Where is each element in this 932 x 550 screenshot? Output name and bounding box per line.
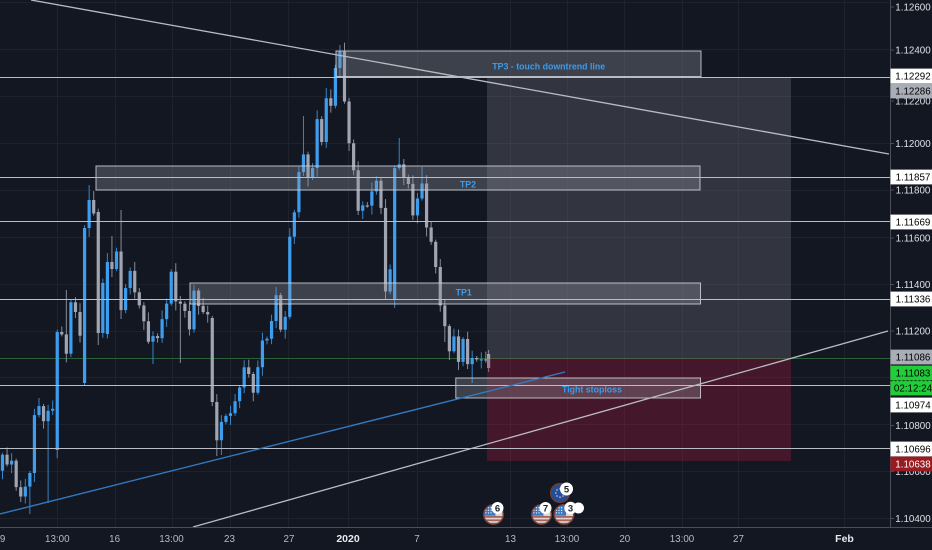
- svg-text:1.11669: 1.11669: [896, 218, 931, 229]
- svg-text:1.12000: 1.12000: [895, 139, 931, 150]
- svg-text:1.11800: 1.11800: [896, 186, 931, 197]
- svg-text:1.12286: 1.12286: [895, 87, 931, 98]
- svg-text:13:00: 13:00: [45, 534, 70, 545]
- svg-text:Feb: Feb: [835, 533, 854, 545]
- svg-text:23: 23: [224, 534, 235, 545]
- svg-text:1.10400: 1.10400: [895, 514, 931, 525]
- svg-text:16: 16: [109, 534, 120, 545]
- svg-text:9: 9: [0, 534, 5, 545]
- svg-text:7: 7: [414, 534, 419, 545]
- svg-text:1.10696: 1.10696: [895, 445, 931, 456]
- svg-text:TP3 - touch downtrend line: TP3 - touch downtrend line: [492, 62, 605, 72]
- svg-text:13:00: 13:00: [159, 534, 184, 545]
- svg-text:1.11336: 1.11336: [896, 295, 931, 306]
- svg-text:3: 3: [568, 503, 573, 514]
- svg-text:1.12400: 1.12400: [895, 46, 931, 57]
- svg-text:13:00: 13:00: [670, 534, 695, 545]
- svg-text:1.12292: 1.12292: [895, 72, 930, 83]
- svg-text:1.11086: 1.11086: [896, 353, 931, 364]
- svg-text:Tight stoploss: Tight stoploss: [562, 385, 622, 395]
- svg-text:1.10638: 1.10638: [895, 460, 931, 471]
- svg-text:2020: 2020: [336, 533, 360, 545]
- svg-text:TP1: TP1: [456, 288, 472, 298]
- svg-text:1.10600: 1.10600: [895, 467, 931, 478]
- svg-text:7: 7: [543, 503, 548, 514]
- svg-text:27: 27: [733, 534, 744, 545]
- svg-text:1.12600: 1.12600: [895, 3, 931, 14]
- svg-text:1.12200: 1.12200: [895, 97, 931, 108]
- svg-text:1.11083: 1.11083: [896, 369, 931, 380]
- svg-text:1.11600: 1.11600: [896, 234, 931, 245]
- svg-text:1.11400: 1.11400: [896, 280, 931, 291]
- svg-text:1.11200: 1.11200: [896, 327, 931, 338]
- svg-text:1.11857: 1.11857: [896, 173, 931, 184]
- svg-text:02:12:24: 02:12:24: [894, 384, 932, 395]
- svg-text:27: 27: [284, 534, 295, 545]
- svg-text:13:00: 13:00: [555, 534, 580, 545]
- svg-text:1.10800: 1.10800: [895, 421, 931, 432]
- svg-text:TP2: TP2: [460, 180, 476, 190]
- svg-text:13: 13: [505, 534, 516, 545]
- svg-text:1.10974: 1.10974: [895, 401, 931, 412]
- svg-text:20: 20: [619, 534, 630, 545]
- svg-text:5: 5: [564, 484, 570, 495]
- svg-text:6: 6: [495, 503, 500, 514]
